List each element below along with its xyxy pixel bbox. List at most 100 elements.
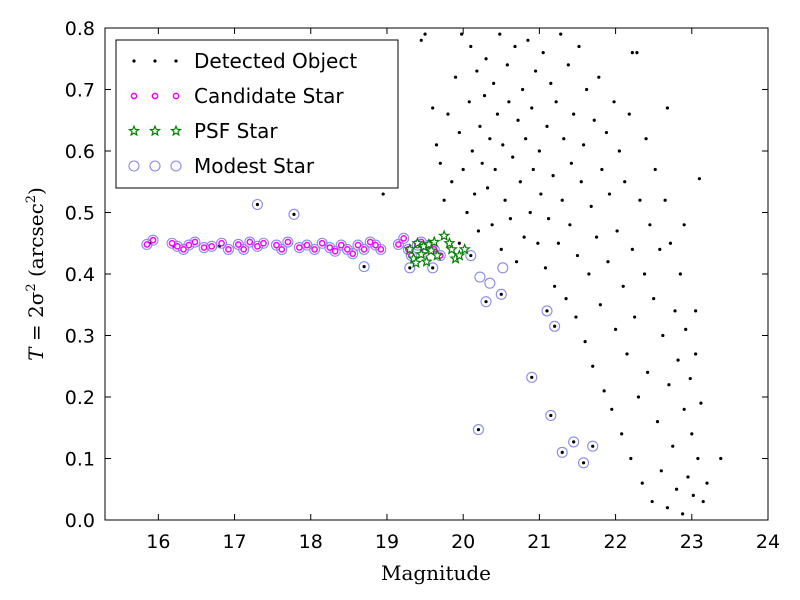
- detected-object-point: [467, 100, 471, 104]
- detected-object-point: [559, 32, 563, 36]
- x-tick-label: 21: [527, 531, 551, 553]
- detected-object-point: [581, 143, 586, 147]
- candidate-star-point: [246, 238, 254, 246]
- modest-star-point: [329, 245, 341, 257]
- candidate-star-point: [168, 239, 176, 247]
- detected-object-point: [591, 444, 595, 448]
- modest-star-point: [276, 243, 288, 255]
- candidate-star-point: [225, 246, 232, 253]
- detected-object-point: [457, 130, 461, 135]
- candidate-star-point: [180, 246, 187, 253]
- detected-object-point: [585, 87, 589, 92]
- psf-star-point: [425, 244, 438, 256]
- legend-label-modest: Modest Star: [194, 154, 315, 178]
- candidate-star-point: [185, 241, 193, 249]
- detected-object-point: [442, 198, 446, 202]
- x-tick-label: 17: [222, 531, 246, 553]
- detected-object-point: [362, 265, 366, 269]
- detected-object-point: [484, 57, 488, 61]
- modest-star-point: [484, 277, 496, 289]
- detected-object-point: [543, 266, 548, 270]
- detected-object-point: [684, 327, 688, 331]
- detected-object-point: [549, 81, 553, 85]
- modest-star-point: [216, 237, 228, 249]
- modest-star-point: [375, 243, 387, 255]
- detected-object-point: [604, 130, 609, 135]
- detected-object-point: [673, 309, 677, 313]
- legend-marker-candidate: [172, 92, 180, 100]
- detected-object-point: [691, 493, 695, 497]
- detected-object-point: [546, 217, 551, 221]
- detected-object-point: [671, 444, 675, 448]
- detected-object-point: [629, 456, 633, 461]
- detected-object-point: [522, 235, 526, 239]
- detected-object-point: [681, 512, 685, 516]
- detected-object-point: [549, 413, 553, 418]
- y-tick-label: 0.5: [65, 203, 95, 225]
- detected-object-point: [638, 198, 642, 202]
- psf-star-point: [403, 242, 416, 255]
- modest-star-point: [472, 424, 484, 436]
- modest-star-point: [238, 243, 250, 255]
- detected-object-point: [630, 51, 634, 55]
- candidate-star-point: [149, 236, 157, 244]
- detected-object-point: [602, 389, 606, 393]
- modest-star-point: [293, 242, 305, 254]
- detected-object-point: [694, 309, 698, 313]
- detected-object-point: [476, 229, 481, 233]
- modest-star-point: [545, 409, 557, 422]
- detected-object-point: [623, 180, 627, 184]
- candidate-star-point: [395, 241, 402, 248]
- modest-star-point: [465, 250, 477, 262]
- x-tick-label: 19: [375, 531, 399, 553]
- detected-object-point: [705, 481, 709, 485]
- candidate-star-point: [218, 239, 225, 247]
- detected-object-point: [682, 407, 686, 411]
- detected-object-point: [431, 106, 435, 110]
- candidate-star-point: [191, 238, 199, 246]
- detected-object-point: [499, 292, 503, 296]
- modest-star-point: [474, 271, 486, 283]
- detected-object-point: [480, 161, 484, 165]
- detected-object-point: [511, 155, 515, 159]
- legend-marker-psf: [148, 124, 162, 137]
- modest-star-point: [556, 446, 568, 458]
- x-tick-label: 22: [603, 531, 627, 553]
- detected-object-point: [600, 167, 604, 172]
- candidate-star-point: [278, 246, 286, 253]
- detected-object-point: [690, 432, 694, 436]
- modest-star-point: [398, 232, 410, 244]
- axis-ticks: 16 17 18 19 20 21 22 23 24 0.0 0.1 0.2 0.3 0.4 0.5 0.6 0…: [65, 18, 780, 553]
- detected-object-point: [476, 427, 481, 432]
- detected-object-point: [431, 266, 435, 270]
- candidate-star-point: [400, 234, 408, 242]
- detected-object-point: [572, 440, 576, 444]
- detected-object-point: [668, 241, 673, 245]
- detected-object-point: [493, 167, 497, 172]
- detected-object-point: [676, 358, 680, 362]
- detected-object-point: [460, 32, 464, 36]
- candidate-star-point: [372, 241, 379, 249]
- detected-object-point: [625, 352, 629, 356]
- detected-object-point: [553, 324, 557, 328]
- detected-object-point: [554, 100, 558, 104]
- y-tick-label: 0.2: [65, 387, 95, 409]
- x-tick-label: 24: [756, 531, 780, 553]
- detected-object-point: [620, 432, 624, 436]
- legend-marker-candidate: [130, 92, 138, 100]
- modest-star-point: [251, 198, 263, 211]
- series-psf-star: [403, 229, 471, 269]
- detected-object-point: [513, 44, 517, 49]
- detected-object-point: [514, 260, 519, 264]
- psf-star-point: [411, 236, 424, 249]
- detected-object-point: [658, 247, 662, 251]
- x-axis-label: Magnitude: [381, 561, 491, 585]
- detected-object-point: [645, 370, 650, 374]
- detected-object-point: [518, 180, 522, 184]
- detected-object-point: [617, 149, 621, 153]
- detected-object-point: [484, 300, 488, 304]
- legend-marker-modest: [128, 160, 140, 172]
- detected-object-point: [572, 112, 576, 116]
- detected-object-point: [659, 469, 663, 473]
